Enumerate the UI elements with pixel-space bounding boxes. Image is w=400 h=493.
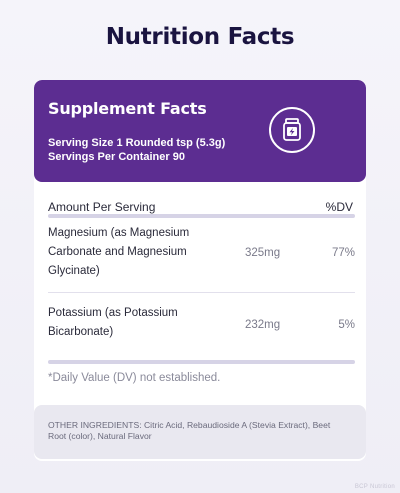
table-bottom-rule (48, 360, 355, 364)
supplement-facts-card: Supplement Facts Serving Size 1 Rounded … (34, 80, 366, 461)
servings-per-container: Servings Per Container 90 (48, 151, 185, 163)
nutrient-name: Potassium (as Potassium Bicarbonate) (48, 307, 178, 338)
nutrient-row: Potassium (as Potassium Bicarbonate) 232… (48, 304, 355, 346)
nutrient-row: Magnesium (as Magnesium Carbonate and Ma… (48, 224, 355, 284)
serving-size: Serving Size 1 Rounded tsp (5.3g) (48, 137, 226, 149)
supplement-facts-header: Supplement Facts Serving Size 1 Rounded … (34, 80, 366, 182)
table-header: Amount Per Serving %DV (48, 200, 353, 214)
supplement-facts-title: Supplement Facts (48, 99, 207, 118)
nutrient-name: Magnesium (as Magnesium Carbonate and Ma… (48, 227, 190, 277)
jar-glyph (283, 118, 301, 141)
daily-value-footnote: *Daily Value (DV) not established. (48, 372, 221, 384)
nutrient-amount: 325mg (245, 247, 281, 259)
page-title: Nutrition Facts (105, 24, 295, 50)
nutrient-amount: 232mg (245, 319, 281, 331)
table-top-rule (48, 214, 355, 218)
watermark: BCP Nutrition (354, 484, 395, 490)
dv-header: %DV (325, 200, 353, 214)
nutrient-dv: 77% (331, 247, 355, 259)
row-divider (48, 292, 355, 293)
amount-per-serving-header: Amount Per Serving (48, 200, 156, 214)
other-ingredients-text: OTHER INGREDIENTS: Citric Acid, Rebaudio… (48, 420, 331, 441)
supplement-jar-icon (269, 107, 315, 153)
other-ingredients-box: OTHER INGREDIENTS: Citric Acid, Rebaudio… (34, 405, 366, 459)
nutrient-dv: 5% (338, 319, 355, 331)
